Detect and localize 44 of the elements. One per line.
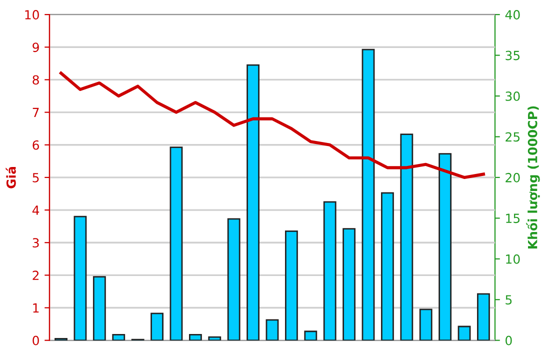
y-axis-title: Giá (6, 166, 16, 188)
bar (304, 330, 318, 340)
y2-tick-label: 35 (506, 50, 520, 60)
y2-tick-label: 40 (505, 10, 520, 20)
y-tick-label: 1 (33, 303, 39, 313)
bar (284, 230, 298, 340)
bar (92, 276, 106, 340)
bar (150, 312, 164, 340)
bar (74, 216, 87, 340)
y2-tick-label: 0 (506, 336, 512, 346)
y-tick-label: 6 (32, 140, 39, 150)
y2-tick-label: 5 (506, 295, 512, 305)
bar (246, 64, 260, 340)
bar (477, 293, 490, 340)
bar (208, 336, 222, 340)
y-tick-label: 3 (32, 238, 39, 248)
bar (342, 228, 356, 340)
bar (419, 308, 432, 340)
bar (112, 334, 126, 340)
y-tick-label: 8 (32, 75, 39, 85)
bar (323, 201, 336, 340)
y-tick-label: 2 (32, 270, 39, 280)
bar (458, 326, 471, 340)
bar (381, 192, 394, 340)
bar (170, 146, 183, 340)
bar (400, 134, 414, 340)
bar (438, 153, 452, 340)
bar (227, 218, 240, 340)
y-tick-label: 7 (32, 108, 39, 118)
bar (362, 48, 375, 340)
y-tick-label: 5 (32, 173, 39, 182)
y-tick-label: 9 (32, 42, 39, 52)
y-tick-label: 0 (32, 336, 39, 346)
y2-tick-label: 25 (506, 132, 520, 142)
y2-tick-label: 20 (506, 172, 520, 182)
bar (266, 319, 279, 340)
y-tick-label: 4 (32, 206, 40, 215)
y2-tick-label: 10 (506, 254, 520, 264)
y-tick-label: 10 (25, 10, 39, 20)
line-series (59, 72, 486, 179)
bar (188, 334, 202, 340)
y2-tick-label: 15 (506, 214, 520, 224)
y2-tick-label: 30 (506, 91, 520, 101)
y2-axis-title: Khối lượng (1000CP) (526, 106, 540, 248)
